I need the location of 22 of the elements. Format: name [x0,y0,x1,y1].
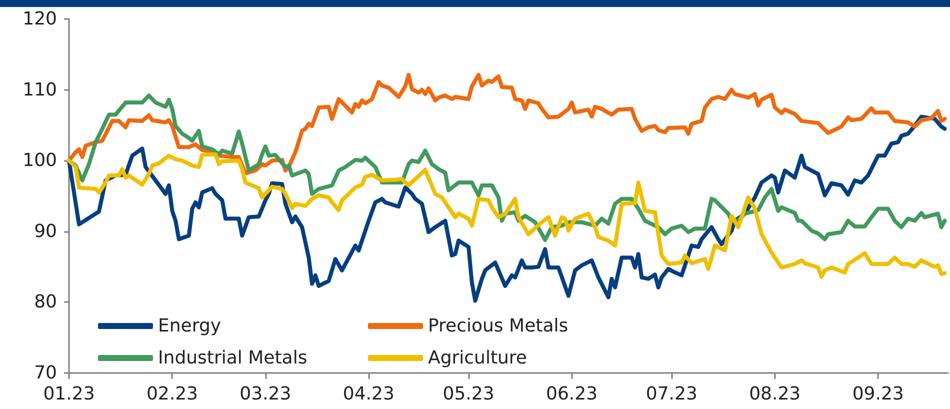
y-tick-label: 80 [34,292,57,313]
y-tick-label: 100 [22,150,57,172]
legend-label: Energy [158,316,222,336]
y-tick-label: 110 [22,79,57,100]
line-series [67,114,947,303]
legend-label: Precious Metals [428,316,568,336]
line-series [67,72,947,176]
x-tick-label: 02.23 [146,384,198,404]
x-tick-label: 08.23 [749,384,801,404]
line-series [67,152,947,279]
x-tick-label: 05.23 [442,384,494,404]
y-tick-label: 70 [34,362,57,384]
y-tick-label: 120 [22,8,57,30]
x-tick-label: 01.23 [43,384,95,404]
x-tick-label: 04.23 [342,384,394,404]
x-tick-label: 03.23 [240,384,292,404]
x-tick-label: 07.23 [646,384,698,404]
y-tick-label: 90 [34,220,57,242]
x-tick-label: 06.23 [546,384,598,404]
x-tick-label: 09.23 [852,384,904,404]
legend-label: Agriculture [428,348,527,368]
legend-label: Industrial Metals [158,348,308,368]
